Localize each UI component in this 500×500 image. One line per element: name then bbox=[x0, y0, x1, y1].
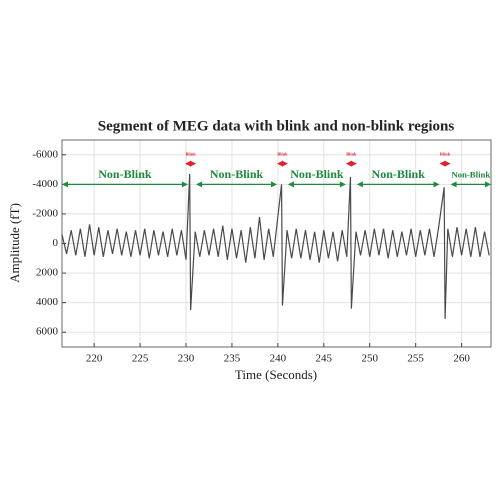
x-tick-label: 250 bbox=[361, 353, 378, 365]
arrow-head bbox=[181, 181, 188, 188]
arrow-head bbox=[190, 160, 197, 167]
y-tick-label: 0 bbox=[53, 237, 59, 249]
y-tick-label: 2000 bbox=[36, 267, 59, 279]
region-label: Non-Blink bbox=[98, 167, 152, 181]
x-tick-label: 230 bbox=[178, 353, 195, 365]
y-axis-label: Amplitude (fT) bbox=[7, 203, 22, 283]
region-label: Non-Blink bbox=[290, 167, 344, 181]
region-label: Non-Blink bbox=[372, 167, 426, 181]
x-axis-label: Time (Seconds) bbox=[235, 367, 317, 382]
region-label: Non-Blink bbox=[210, 167, 264, 181]
x-tick-label: 225 bbox=[132, 353, 149, 365]
x-tick-label: 240 bbox=[270, 353, 287, 365]
arrow-head bbox=[276, 160, 283, 167]
signal-line bbox=[61, 173, 490, 319]
y-tick-label: 4000 bbox=[36, 296, 59, 308]
y-tick-label: 6000 bbox=[36, 326, 59, 338]
chart-title: Segment of MEG data with blink and non-b… bbox=[98, 118, 455, 134]
arrow-head bbox=[433, 181, 440, 188]
region-label: Blink bbox=[185, 152, 196, 157]
arrow-head bbox=[270, 181, 277, 188]
plot-frame bbox=[61, 139, 492, 348]
region-label: Blink bbox=[346, 152, 357, 157]
x-tick-label: 255 bbox=[407, 353, 424, 365]
arrow-head bbox=[444, 160, 451, 167]
x-tick-label: 235 bbox=[224, 353, 241, 365]
y-tick-label: -4000 bbox=[32, 178, 58, 190]
y-tick-label: -6000 bbox=[32, 148, 58, 160]
arrow-head bbox=[350, 160, 357, 167]
x-tick-label: 260 bbox=[453, 353, 470, 365]
arrow-head bbox=[281, 160, 288, 167]
region-label: Blink bbox=[440, 152, 451, 157]
arrow-head bbox=[356, 181, 363, 188]
arrow-head bbox=[287, 181, 294, 188]
x-tick-label: 220 bbox=[86, 353, 103, 365]
arrow-head bbox=[339, 181, 346, 188]
arrow-head bbox=[485, 181, 491, 188]
region-label: Non-Blink bbox=[451, 169, 490, 179]
arrow-head bbox=[439, 160, 446, 167]
y-tick-label: -2000 bbox=[32, 207, 58, 219]
arrow-head bbox=[62, 181, 68, 188]
arrow-head bbox=[450, 181, 457, 188]
arrow-head bbox=[345, 160, 352, 167]
arrow-head bbox=[196, 181, 203, 188]
x-tick-label: 245 bbox=[316, 353, 333, 365]
arrow-head bbox=[185, 160, 192, 167]
region-label: Blink bbox=[277, 152, 288, 157]
